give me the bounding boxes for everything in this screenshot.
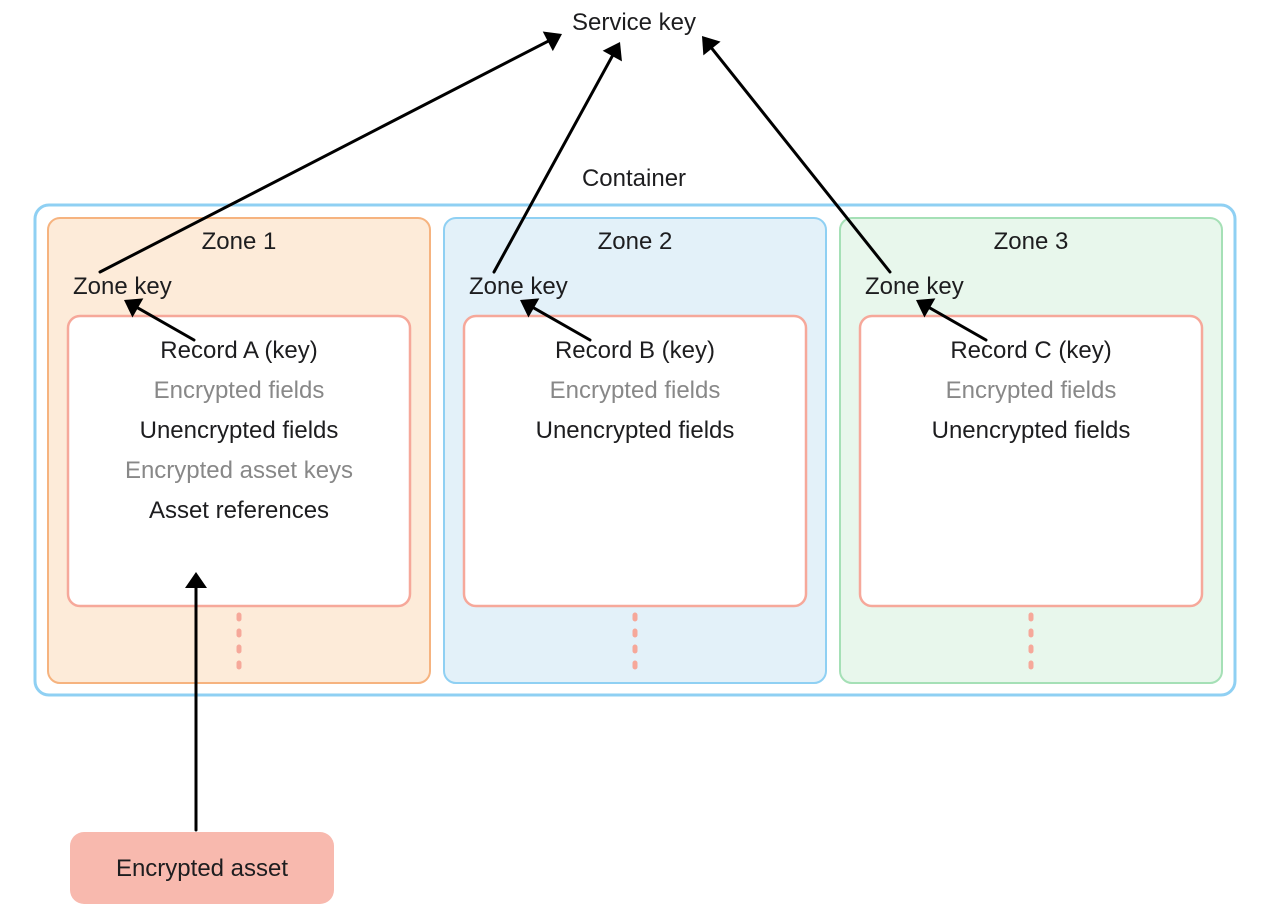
zone-2-record-label: Record B (key) bbox=[555, 337, 715, 364]
zone-1-title: Zone 1 bbox=[202, 228, 277, 255]
zone-1-key-label: Zone key bbox=[73, 273, 172, 300]
zone-3-title: Zone 3 bbox=[994, 228, 1069, 255]
zone-3-key-label: Zone key bbox=[865, 273, 964, 300]
zone-3-record-label: Record C (key) bbox=[950, 337, 1111, 364]
container-label: Container bbox=[582, 165, 686, 192]
zone-2-encrypted-fields: Encrypted fields bbox=[550, 377, 721, 404]
zone-2-key-label: Zone key bbox=[469, 273, 568, 300]
arrow-zone3-to-service-head bbox=[702, 36, 721, 55]
zone-1-asset-references: Asset references bbox=[149, 497, 329, 524]
zone-1-encrypted-fields: Encrypted fields bbox=[154, 377, 325, 404]
zone-3-encrypted-fields: Encrypted fields bbox=[946, 377, 1117, 404]
zone-3-unencrypted-fields: Unencrypted fields bbox=[932, 417, 1131, 444]
zone-1-unencrypted-fields: Unencrypted fields bbox=[140, 417, 339, 444]
zone-1-encrypted-asset-keys: Encrypted asset keys bbox=[125, 457, 353, 484]
zone-2-title: Zone 2 bbox=[598, 228, 673, 255]
zone-1-record-label: Record A (key) bbox=[160, 337, 317, 364]
zone-2-unencrypted-fields: Unencrypted fields bbox=[536, 417, 735, 444]
diagram-canvas: Zone 1 Zone key Record A (key) Encrypted fi… bbox=[0, 0, 1269, 923]
service-key-label: Service key bbox=[572, 9, 696, 36]
encrypted-asset-label: Encrypted asset bbox=[116, 855, 288, 882]
